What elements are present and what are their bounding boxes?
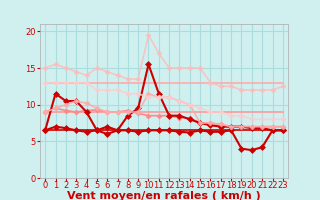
X-axis label: Vent moyen/en rafales ( km/h ): Vent moyen/en rafales ( km/h ) — [67, 191, 261, 200]
